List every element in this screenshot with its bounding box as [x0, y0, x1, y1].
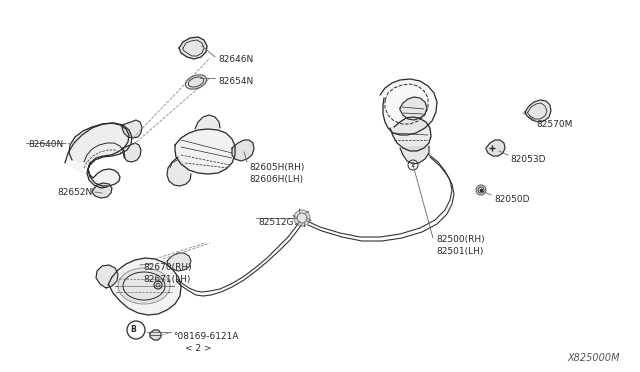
- Text: X825000M: X825000M: [568, 353, 620, 363]
- Polygon shape: [380, 79, 437, 135]
- Polygon shape: [96, 265, 118, 288]
- Polygon shape: [390, 117, 431, 151]
- Text: 82646N: 82646N: [218, 55, 253, 64]
- Text: B: B: [130, 326, 136, 334]
- Polygon shape: [92, 183, 112, 198]
- Text: 82053D: 82053D: [510, 155, 545, 164]
- Ellipse shape: [186, 75, 207, 89]
- Text: 82654N: 82654N: [218, 77, 253, 86]
- Polygon shape: [69, 123, 129, 186]
- Text: < 2 >: < 2 >: [185, 344, 212, 353]
- Text: 2: 2: [411, 162, 415, 168]
- Circle shape: [294, 210, 310, 226]
- Text: 82652N: 82652N: [57, 188, 92, 197]
- Polygon shape: [122, 120, 142, 138]
- Text: 82670(RH): 82670(RH): [143, 263, 191, 272]
- Text: 82605H(RH): 82605H(RH): [249, 163, 305, 172]
- Text: 82671(LH): 82671(LH): [143, 275, 190, 284]
- Text: 82570M: 82570M: [536, 120, 572, 129]
- Text: 82050D: 82050D: [494, 195, 529, 204]
- Text: 82640N: 82640N: [28, 140, 63, 149]
- Polygon shape: [195, 115, 220, 129]
- Polygon shape: [232, 140, 254, 161]
- Polygon shape: [167, 253, 191, 271]
- Polygon shape: [108, 258, 181, 315]
- Text: 82501(LH): 82501(LH): [436, 247, 483, 256]
- Polygon shape: [65, 123, 132, 188]
- Circle shape: [476, 185, 486, 195]
- Polygon shape: [400, 97, 427, 120]
- Polygon shape: [486, 140, 505, 156]
- Circle shape: [156, 283, 160, 287]
- Text: 82606H(LH): 82606H(LH): [249, 175, 303, 184]
- Text: 82512G: 82512G: [258, 218, 294, 227]
- Polygon shape: [167, 157, 191, 186]
- Polygon shape: [179, 37, 207, 59]
- Polygon shape: [175, 129, 235, 174]
- Polygon shape: [123, 143, 141, 162]
- Text: 82500(RH): 82500(RH): [436, 235, 484, 244]
- Text: °08169-6121A: °08169-6121A: [173, 332, 239, 341]
- Polygon shape: [525, 100, 551, 122]
- Polygon shape: [150, 330, 161, 340]
- Ellipse shape: [118, 268, 170, 304]
- Polygon shape: [400, 146, 429, 164]
